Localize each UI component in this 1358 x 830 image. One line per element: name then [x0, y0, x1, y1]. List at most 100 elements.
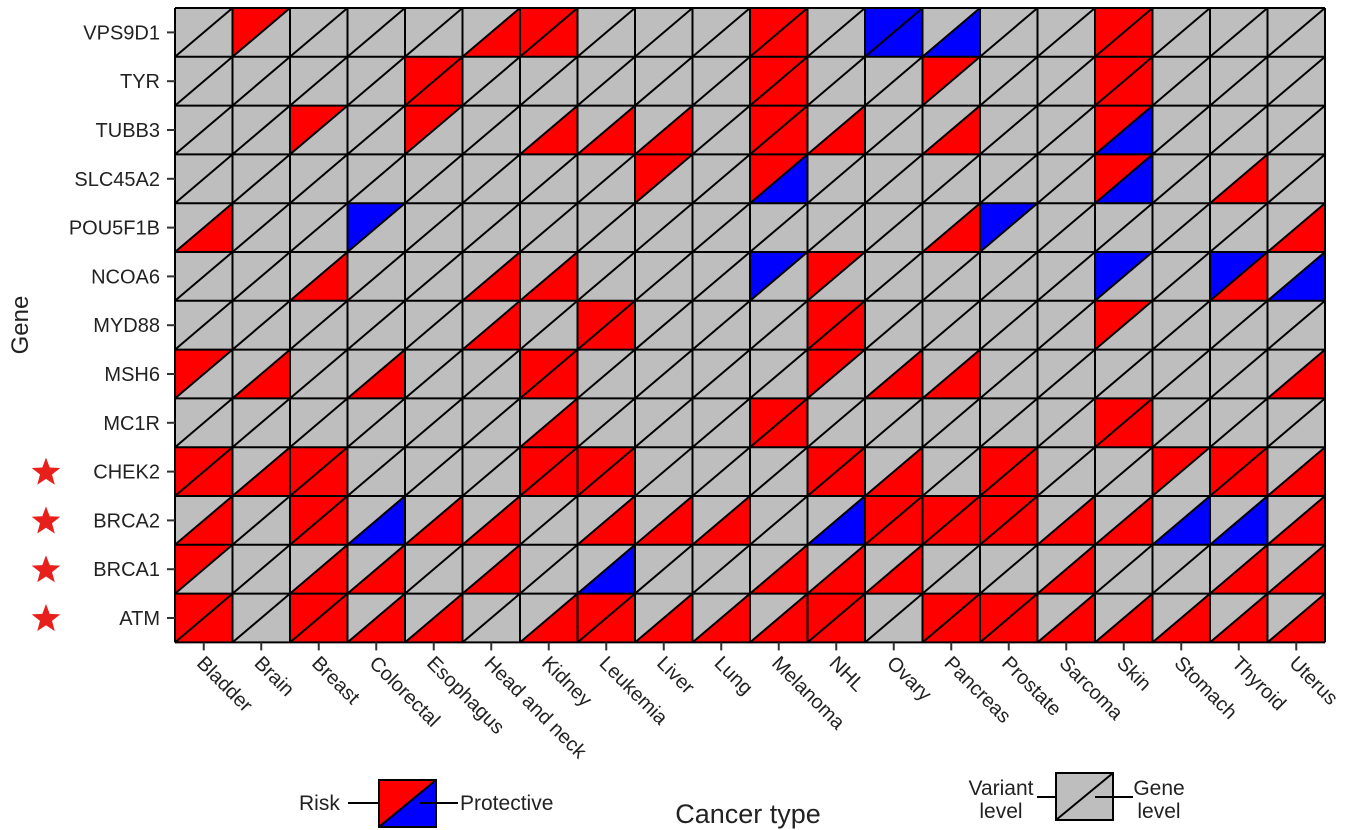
- cell-diagonal: [634, 251, 694, 302]
- cell-diagonal: [346, 7, 406, 58]
- cell-diagonal: [1036, 592, 1096, 644]
- cell-diagonal: [1094, 592, 1154, 644]
- level-legend: Variant level Gene level: [969, 772, 1185, 823]
- cell-diagonal: [864, 7, 924, 58]
- cell-diagonal: [174, 592, 234, 644]
- cancer-type-label-liver: Liver: [652, 652, 698, 698]
- cell-diagonal: [174, 7, 234, 58]
- cell-diagonal: [806, 202, 866, 253]
- cell-diagonal: [519, 348, 579, 400]
- cell-diagonal: [979, 7, 1039, 58]
- cell-diagonal: [576, 153, 636, 204]
- cell-diagonal: [1266, 104, 1326, 156]
- gene-label-chek2: CHEK2: [93, 462, 160, 484]
- cell-diagonal: [749, 544, 809, 595]
- cell-diagonal: [346, 300, 406, 351]
- cell-diagonal: [289, 153, 349, 204]
- cell-diagonal: [749, 348, 809, 400]
- cell-diagonal: [864, 202, 924, 253]
- cell-diagonal: [346, 495, 406, 546]
- cell-diagonal: [576, 300, 636, 351]
- cell-diagonal: [404, 592, 464, 644]
- cell-diagonal: [1266, 251, 1326, 302]
- legend-level-diagonal: [1055, 772, 1114, 821]
- cell-diagonal: [691, 7, 751, 58]
- cell-diagonal: [1151, 153, 1211, 204]
- legend-protective-label: Protective: [460, 792, 553, 815]
- cell-diagonal: [461, 153, 521, 204]
- cell-diagonal: [634, 104, 694, 156]
- cell-diagonal: [1036, 7, 1096, 58]
- cell-diagonal: [231, 495, 291, 546]
- gene-label-tyr: TYR: [120, 71, 160, 93]
- cell-diagonal: [634, 446, 694, 497]
- cell-diagonal: [806, 544, 866, 595]
- cell-diagonal: [519, 495, 579, 546]
- cell-grid: [174, 7, 1326, 644]
- cancer-type-label-breast: Breast: [307, 652, 364, 709]
- cell-diagonal: [231, 202, 291, 253]
- cell-diagonal: [691, 544, 751, 595]
- cell-diagonal: [576, 7, 636, 58]
- cell-diagonal: [231, 56, 291, 107]
- cell-diagonal: [576, 104, 636, 156]
- cell-diagonal: [806, 153, 866, 204]
- cell-diagonal: [691, 153, 751, 204]
- gene-label-msh6: MSH6: [104, 364, 160, 386]
- cell-diagonal: [634, 348, 694, 400]
- cell-diagonal: [231, 7, 291, 58]
- cell-diagonal: [921, 104, 981, 156]
- cell-diagonal: [174, 397, 234, 448]
- cell-diagonal: [806, 251, 866, 302]
- cell-diagonal: [404, 495, 464, 546]
- cell-diagonal: [921, 495, 981, 546]
- cell-diagonal: [1266, 7, 1326, 58]
- cell-diagonal: [289, 104, 349, 156]
- cell-diagonal: [749, 202, 809, 253]
- cell-diagonal: [864, 397, 924, 448]
- cell-diagonal: [519, 251, 579, 302]
- cell-diagonal: [1266, 56, 1326, 107]
- cell-diagonal: [806, 7, 866, 58]
- cell-diagonal: [691, 397, 751, 448]
- cell-diagonal: [691, 104, 751, 156]
- gene-label-myd88: MYD88: [93, 315, 160, 337]
- cell-diagonal: [634, 7, 694, 58]
- cell-diagonal: [519, 446, 579, 497]
- cell-diagonal: [979, 202, 1039, 253]
- cell-diagonal: [864, 544, 924, 595]
- cell-diagonal: [461, 544, 521, 595]
- cell-diagonal: [921, 544, 981, 595]
- cell-diagonal: [346, 56, 406, 107]
- cell-diagonal: [1036, 348, 1096, 400]
- cell-diagonal: [1094, 251, 1154, 302]
- cell-diagonal: [461, 251, 521, 302]
- cell-diagonal: [1094, 104, 1154, 156]
- cell-diagonal: [1266, 446, 1326, 497]
- cell-diagonal: [1266, 300, 1326, 351]
- cell-diagonal: [864, 56, 924, 107]
- cell-diagonal: [1266, 348, 1326, 400]
- cell-diagonal: [1209, 397, 1269, 448]
- cell-diagonal: [174, 104, 234, 156]
- cell-diagonal: [806, 104, 866, 156]
- cell-diagonal: [576, 202, 636, 253]
- cell-diagonal: [1036, 544, 1096, 595]
- cell-diagonal: [289, 446, 349, 497]
- cell-diagonal: [231, 592, 291, 644]
- cell-diagonal: [806, 348, 866, 400]
- cell-diagonal: [231, 153, 291, 204]
- cell-diagonal: [174, 300, 234, 351]
- cell-diagonal: [749, 56, 809, 107]
- cell-diagonal: [691, 348, 751, 400]
- cell-diagonal: [979, 104, 1039, 156]
- cell-diagonal: [576, 592, 636, 644]
- cell-diagonal: [979, 397, 1039, 448]
- cell-diagonal: [1036, 56, 1096, 107]
- cell-diagonal: [979, 446, 1039, 497]
- cell-diagonal: [979, 495, 1039, 546]
- cell-diagonal: [461, 592, 521, 644]
- cell-diagonal: [1151, 251, 1211, 302]
- cell-diagonal: [1151, 397, 1211, 448]
- cell-diagonal: [921, 202, 981, 253]
